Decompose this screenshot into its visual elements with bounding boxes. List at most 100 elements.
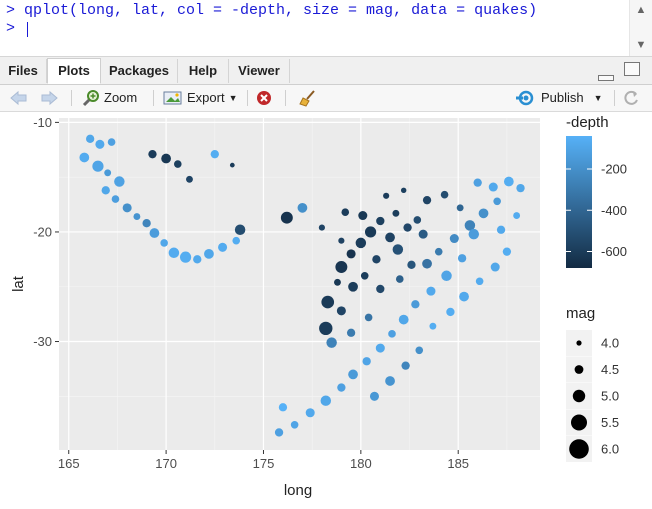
size-legend-key-point (572, 389, 586, 403)
data-point (218, 242, 228, 252)
tab-packages[interactable]: Packages (101, 59, 178, 83)
y-axis-ticks: -10 -20 -30 (33, 115, 59, 349)
data-point (334, 278, 341, 286)
data-point (429, 322, 437, 330)
data-point (320, 395, 332, 406)
scroll-down-icon[interactable]: ▼ (635, 39, 647, 51)
back-arrow-icon[interactable] (8, 89, 28, 107)
data-point (464, 220, 476, 231)
data-points (79, 134, 525, 437)
data-point (493, 197, 501, 206)
publish-button[interactable]: Publish ▼ (515, 89, 603, 107)
x-axis-title: long (284, 482, 312, 499)
data-point (79, 152, 90, 163)
data-point (358, 210, 368, 221)
data-point (376, 216, 385, 226)
data-point (473, 178, 482, 187)
data-point (411, 300, 420, 309)
data-point (280, 211, 293, 224)
major-gridlines (59, 118, 540, 450)
data-point (122, 203, 132, 213)
tab-plots[interactable]: Plots (47, 58, 101, 84)
remove-plot-button[interactable] (256, 89, 272, 107)
y-axis-title: lat (10, 275, 27, 292)
data-point (360, 271, 369, 280)
data-point (441, 270, 452, 282)
data-point (449, 234, 459, 244)
data-point (375, 343, 385, 353)
color-legend-ticks: -200 -400 -600 (566, 162, 627, 259)
data-point (204, 248, 214, 259)
pane-tabs: Files Plots Packages Help Viewer (0, 57, 652, 85)
forward-arrow-icon[interactable] (40, 89, 60, 107)
y-tick-label: -10 (33, 115, 52, 130)
export-dropdown-icon: ▼ (228, 93, 238, 103)
data-point (385, 376, 395, 386)
x-tick-label: 175 (253, 456, 275, 471)
data-point (335, 261, 348, 273)
data-point (407, 260, 416, 269)
data-point (297, 202, 308, 213)
size-legend-label: 4.5 (601, 362, 619, 377)
size-legend-label: 6.0 (601, 442, 619, 457)
clear-all-plots-button[interactable] (299, 89, 317, 107)
zoom-label: Zoom (104, 90, 138, 105)
data-point (142, 219, 151, 228)
console-scrollbar[interactable]: ▲ ▼ (629, 0, 652, 56)
data-point (422, 258, 432, 269)
data-point (488, 182, 498, 192)
zoom-magnifier-icon (82, 90, 99, 107)
data-point (400, 187, 407, 194)
data-point (346, 249, 356, 259)
plot-viewer: 165 170 175 180 185 -10 -20 -30 long lat -dept… (0, 112, 652, 504)
pane-window-controls (592, 62, 640, 81)
color-legend-label: -400 (601, 203, 627, 218)
publish-dropdown-icon: ▼ (593, 93, 603, 103)
data-point (457, 254, 467, 263)
data-point (148, 149, 157, 159)
data-point (149, 228, 160, 238)
data-point (403, 223, 412, 232)
data-point (274, 428, 284, 437)
data-point (385, 232, 395, 243)
broom-icon (299, 90, 315, 107)
data-point (107, 138, 116, 146)
data-point (234, 224, 246, 236)
tab-viewer[interactable]: Viewer (229, 59, 290, 83)
export-button[interactable]: Export ▼ (163, 89, 238, 107)
tab-help[interactable]: Help (178, 59, 229, 83)
data-point (326, 337, 337, 348)
data-point (290, 420, 299, 429)
data-point (305, 408, 315, 418)
data-point (318, 224, 325, 231)
data-point (426, 286, 436, 296)
text-cursor (27, 22, 28, 37)
data-point (372, 255, 381, 264)
data-point (104, 169, 112, 177)
console-pane[interactable]: > qplot(long, lat, col = -depth, size = … (0, 0, 652, 57)
color-legend-label: -600 (601, 244, 627, 259)
y-tick-label: -20 (33, 224, 52, 239)
data-point (369, 391, 379, 401)
data-point (398, 314, 409, 325)
scroll-up-icon[interactable]: ▲ (635, 4, 647, 16)
data-point (364, 313, 373, 322)
data-point (513, 212, 521, 219)
zoom-button[interactable]: Zoom (82, 89, 137, 107)
console-prompt-line: > (6, 20, 25, 37)
data-point (459, 291, 469, 302)
data-point (232, 236, 241, 245)
data-point (168, 247, 180, 259)
tab-files[interactable]: Files (0, 59, 47, 83)
y-tick-label: -30 (33, 334, 52, 349)
data-point (101, 186, 110, 195)
refresh-icon[interactable] (622, 89, 640, 107)
size-legend-key-point (576, 340, 582, 346)
maximize-pane-icon[interactable] (624, 62, 640, 76)
minimize-pane-icon[interactable] (597, 75, 614, 81)
data-point (210, 149, 219, 159)
size-legend-label: 5.0 (601, 389, 619, 404)
size-legend-keys: 4.0 4.5 5.0 5.5 6.0 (566, 330, 619, 462)
data-point (341, 208, 350, 217)
data-point (95, 139, 105, 149)
